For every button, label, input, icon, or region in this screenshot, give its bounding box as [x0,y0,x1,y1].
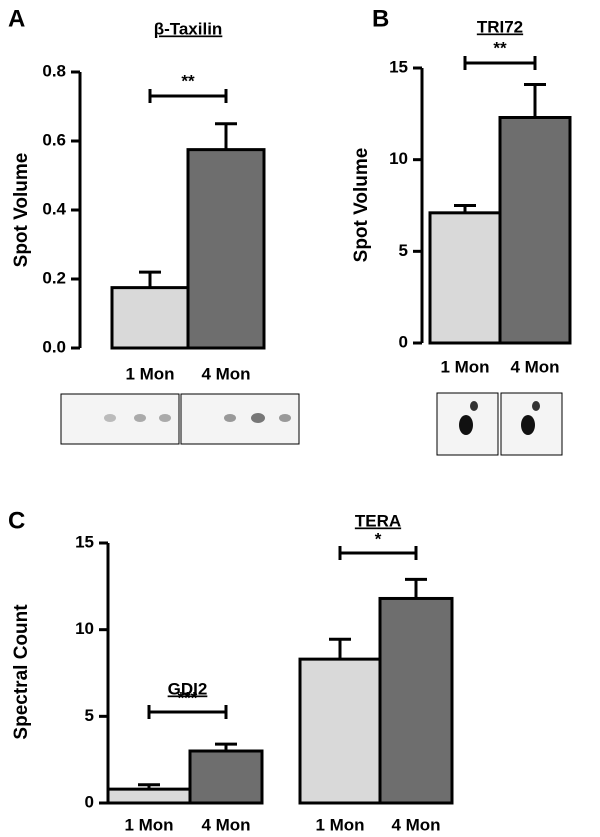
blot-spot [532,401,540,411]
bar [378,596,454,805]
y-tick-label: 5 [85,706,94,725]
bar [428,211,502,345]
chart-title: β-Taxilin [154,19,223,38]
x-tick-label: 1 Mon [125,364,174,383]
chart-title: TRI72 [477,17,523,36]
y-axis-label: Spot Volume [351,148,372,263]
significance-bracket [148,89,228,103]
x-tick-label: 1 Mon [124,815,173,834]
x-tick-label: 4 Mon [201,815,250,834]
blot-spot [521,415,535,435]
error-bar [329,637,351,660]
x-tick-label: 1 Mon [440,357,489,376]
error-bar [139,270,161,288]
significance-label: * [375,529,382,548]
significance-label: ** [181,71,195,90]
y-tick-label: 0 [399,332,408,351]
y-axis-label: Spectral Count [11,604,32,740]
panel-letter: C [8,507,25,534]
blot-spot [251,413,265,423]
significance-label: ** [493,38,507,57]
blot-spot [134,414,146,422]
significance-bracket [338,546,418,560]
y-tick-label: 15 [75,532,94,551]
blot-spot [104,414,116,422]
blot-spot [279,414,291,422]
panel-letter: A [8,5,25,32]
error-bar [215,122,237,150]
significance-label: *** [178,688,198,707]
significance-bracket [463,56,537,70]
y-tick-label: 10 [389,149,408,168]
y-tick-label: 10 [75,619,94,638]
y-axis-label: Spot Volume [11,153,32,268]
y-tick-label: 0.4 [42,199,66,218]
bar [188,749,264,805]
x-tick-label: 4 Mon [391,815,440,834]
error-bar [405,577,427,599]
y-tick-label: 0.8 [42,61,66,80]
panel-letter: B [372,5,389,32]
bar [110,286,190,350]
y-tick-label: 0.2 [42,268,66,287]
x-tick-label: 1 Mon [315,815,364,834]
x-tick-label: 4 Mon [201,364,250,383]
error-bar [524,83,546,118]
y-tick-label: 0 [85,792,94,811]
blot-images [60,392,563,456]
x-tick-label: 4 Mon [510,357,559,376]
blot-spot [159,414,171,422]
bar [498,116,572,345]
blot-spot [459,415,473,435]
y-tick-label: 5 [399,241,408,260]
bar [186,148,266,350]
y-tick-label: 0.0 [42,337,66,356]
group-label: GDI2 [168,679,208,698]
y-tick-label: 0.6 [42,130,66,149]
bar [106,787,192,805]
significance-bracket [147,705,228,719]
group-label: TERA [355,511,401,530]
blot-spot [224,414,236,422]
blot-spot [470,401,478,411]
y-tick-label: 15 [389,57,408,76]
bar [298,657,382,805]
